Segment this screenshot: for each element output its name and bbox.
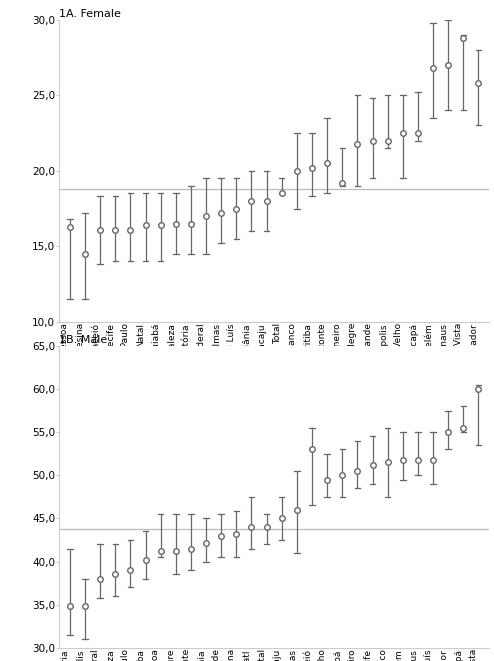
Point (278, 188, 286, 199)
Point (444, 427, 452, 438)
Point (81, 601, 89, 611)
Point (96, 574, 104, 584)
Point (142, 220, 150, 231)
Point (323, 475, 331, 485)
Point (247, 196, 255, 206)
Point (459, 32, 467, 43)
Point (96, 224, 104, 235)
Point (278, 513, 286, 524)
Point (157, 546, 165, 557)
Point (475, 78, 483, 89)
Point (66, 221, 74, 232)
Point (187, 543, 195, 554)
Text: 1B. Male: 1B. Male (59, 335, 108, 345)
Point (414, 455, 422, 465)
Point (353, 138, 361, 149)
Point (308, 163, 316, 173)
Point (369, 459, 376, 470)
Point (126, 224, 134, 235)
Point (217, 208, 225, 218)
Point (369, 136, 376, 146)
Point (81, 249, 89, 259)
Point (172, 546, 180, 557)
Point (414, 128, 422, 138)
Point (202, 537, 210, 548)
Point (232, 529, 240, 539)
Point (475, 384, 483, 395)
Point (399, 455, 407, 465)
Point (172, 218, 180, 229)
Point (187, 218, 195, 229)
Point (459, 422, 467, 433)
Point (384, 136, 392, 146)
Point (384, 457, 392, 467)
Text: 1A. Female: 1A. Female (59, 9, 121, 19)
Point (323, 158, 331, 169)
Point (263, 196, 271, 206)
Point (111, 224, 119, 235)
Point (217, 530, 225, 541)
Point (338, 470, 346, 481)
Point (338, 178, 346, 188)
Point (399, 128, 407, 138)
Point (429, 63, 437, 73)
Point (247, 522, 255, 532)
Point (142, 555, 150, 565)
Point (263, 522, 271, 532)
Legend: Prevalence, LI, LS: Prevalence, LI, LS (199, 485, 349, 504)
Point (111, 569, 119, 580)
Point (293, 165, 301, 176)
Point (308, 444, 316, 455)
Point (429, 455, 437, 465)
Point (66, 601, 74, 611)
Point (293, 504, 301, 515)
Point (202, 211, 210, 221)
Point (126, 565, 134, 576)
Point (444, 60, 452, 71)
Point (232, 203, 240, 214)
Point (157, 220, 165, 231)
Point (353, 465, 361, 476)
